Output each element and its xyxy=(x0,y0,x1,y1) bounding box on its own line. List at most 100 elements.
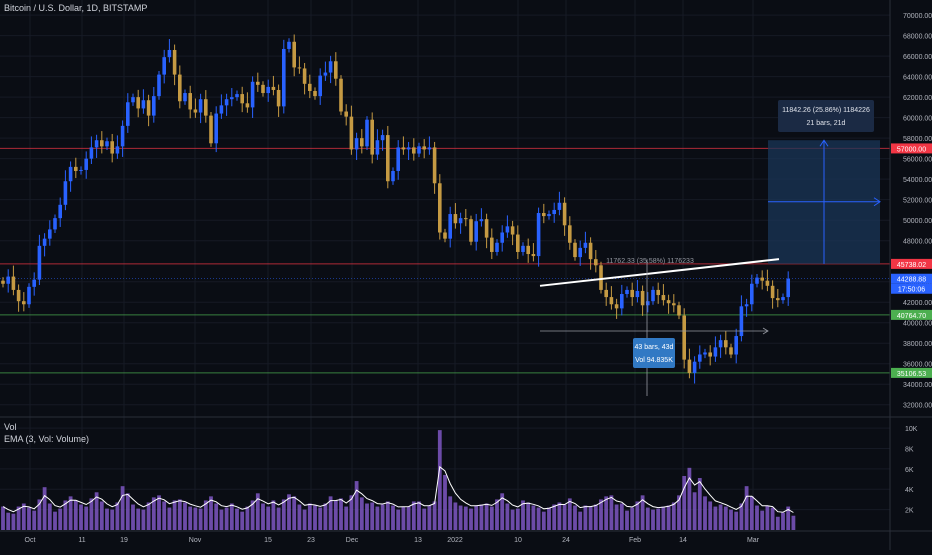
candle-body xyxy=(172,49,177,75)
volume-bar xyxy=(432,501,437,530)
candle-body xyxy=(505,226,510,233)
volume-bar xyxy=(474,505,479,530)
price-badge-resistance-57000 xyxy=(891,143,932,154)
ema-indicator-title[interactable]: EMA (3, Vol: Volume) xyxy=(4,434,90,444)
volume-bar xyxy=(713,506,718,530)
price-tick-label: 32000.00 xyxy=(903,403,932,410)
volume-bar xyxy=(141,509,146,530)
candle-body xyxy=(84,158,88,170)
long-position-tool[interactable]: 11842.26 (25.86%) 1184226 21 bars, 21d xyxy=(768,100,881,264)
volume-bar xyxy=(219,509,224,530)
volume-bar xyxy=(573,505,577,530)
candle-body xyxy=(464,218,468,220)
candle-body xyxy=(110,141,114,154)
volume-bar xyxy=(588,506,593,530)
candle-body xyxy=(162,57,166,75)
volume-indicator-title[interactable]: Vol xyxy=(4,422,17,432)
volume-bar xyxy=(744,486,749,530)
volume-bar xyxy=(567,498,572,530)
price-tick-label: 64000.00 xyxy=(903,75,932,82)
price-tick-label: 34000.00 xyxy=(903,382,932,389)
volume-bar xyxy=(203,500,208,530)
candle-body xyxy=(224,99,229,106)
drawing-overlay[interactable]: 11762.33 (35.58%) 1176233 43 bars, 43d Vol… xyxy=(539,258,780,396)
candle-body xyxy=(365,119,369,147)
volume-bar xyxy=(99,501,104,530)
measure-arrow xyxy=(762,327,769,335)
candle-body xyxy=(48,229,52,239)
candle-body xyxy=(562,202,567,226)
volume-bar xyxy=(375,506,380,530)
projection-arrow-up xyxy=(819,139,829,147)
volume-bar xyxy=(240,511,245,530)
time-tick-label: Mar xyxy=(747,537,760,544)
volume-bar xyxy=(422,508,427,530)
candle-body xyxy=(391,170,395,182)
volume-bar xyxy=(749,496,754,530)
candle-body xyxy=(516,234,520,252)
projection-label-line2: 21 bars, 21d xyxy=(807,120,846,127)
candle-body xyxy=(16,289,21,302)
volume-bar xyxy=(58,508,63,530)
candle-body xyxy=(729,347,733,355)
candle-body xyxy=(630,289,634,298)
volume-bar xyxy=(53,511,57,530)
price-tick-label: 58000.00 xyxy=(903,136,932,143)
candle-body xyxy=(734,336,738,355)
volume-bar xyxy=(411,501,416,530)
volume-bar xyxy=(328,496,333,530)
time-tick-label: Oct xyxy=(25,537,36,544)
candle-body xyxy=(406,147,411,150)
bars-info-line1: 43 bars, 43d xyxy=(635,344,674,351)
volume-bars xyxy=(1,430,796,530)
volume-bar xyxy=(718,504,723,530)
candle-body xyxy=(594,259,598,266)
volume-tick-label: 10K xyxy=(905,426,918,433)
volume-bar xyxy=(495,499,499,530)
volume-bar xyxy=(448,496,453,530)
volume-bar xyxy=(224,507,229,530)
candle-body xyxy=(666,300,671,304)
candle-body xyxy=(672,303,676,306)
candle-body xyxy=(713,347,718,357)
candle-body xyxy=(490,237,494,252)
candle-body xyxy=(22,301,26,305)
time-tick-label: 23 xyxy=(307,537,315,544)
time-tick-label: 11 xyxy=(78,537,85,544)
candle-body xyxy=(417,146,421,154)
candle-body xyxy=(438,183,442,233)
candle-body xyxy=(656,289,660,296)
volume-bar xyxy=(177,499,182,530)
candle-body xyxy=(640,290,645,306)
candle-body xyxy=(235,94,239,98)
volume-bar xyxy=(209,496,213,530)
volume-bar xyxy=(271,500,276,530)
projection-label-box xyxy=(778,100,874,132)
volume-bar xyxy=(94,492,99,530)
volume-bar xyxy=(536,507,541,530)
volume-bar xyxy=(723,506,728,530)
volume-bar xyxy=(489,506,494,530)
candle-body xyxy=(188,93,192,110)
candle-body xyxy=(146,100,151,116)
price-tick-label: 62000.00 xyxy=(903,95,932,102)
price-badge-text-support-40764: 40764.70 xyxy=(897,313,926,320)
volume-bar xyxy=(313,505,317,530)
candle-body xyxy=(531,254,536,257)
symbol-title[interactable]: Bitcoin / U.S. Dollar, 1D, BITSTAMP xyxy=(4,3,148,13)
volume-bar xyxy=(469,508,473,530)
volume-bar xyxy=(671,502,676,530)
volume-bar xyxy=(427,505,432,530)
volume-bar xyxy=(245,506,250,530)
volume-bar xyxy=(16,506,21,530)
price-badge-support-35106 xyxy=(891,367,932,378)
volume-bar xyxy=(151,497,156,530)
candle-body xyxy=(401,147,406,150)
time-tick-label: Feb xyxy=(629,537,641,544)
time-tick-label: 14 xyxy=(679,537,687,544)
volume-bar xyxy=(307,503,312,530)
volume-bar xyxy=(640,495,645,530)
candle-body xyxy=(271,86,276,90)
